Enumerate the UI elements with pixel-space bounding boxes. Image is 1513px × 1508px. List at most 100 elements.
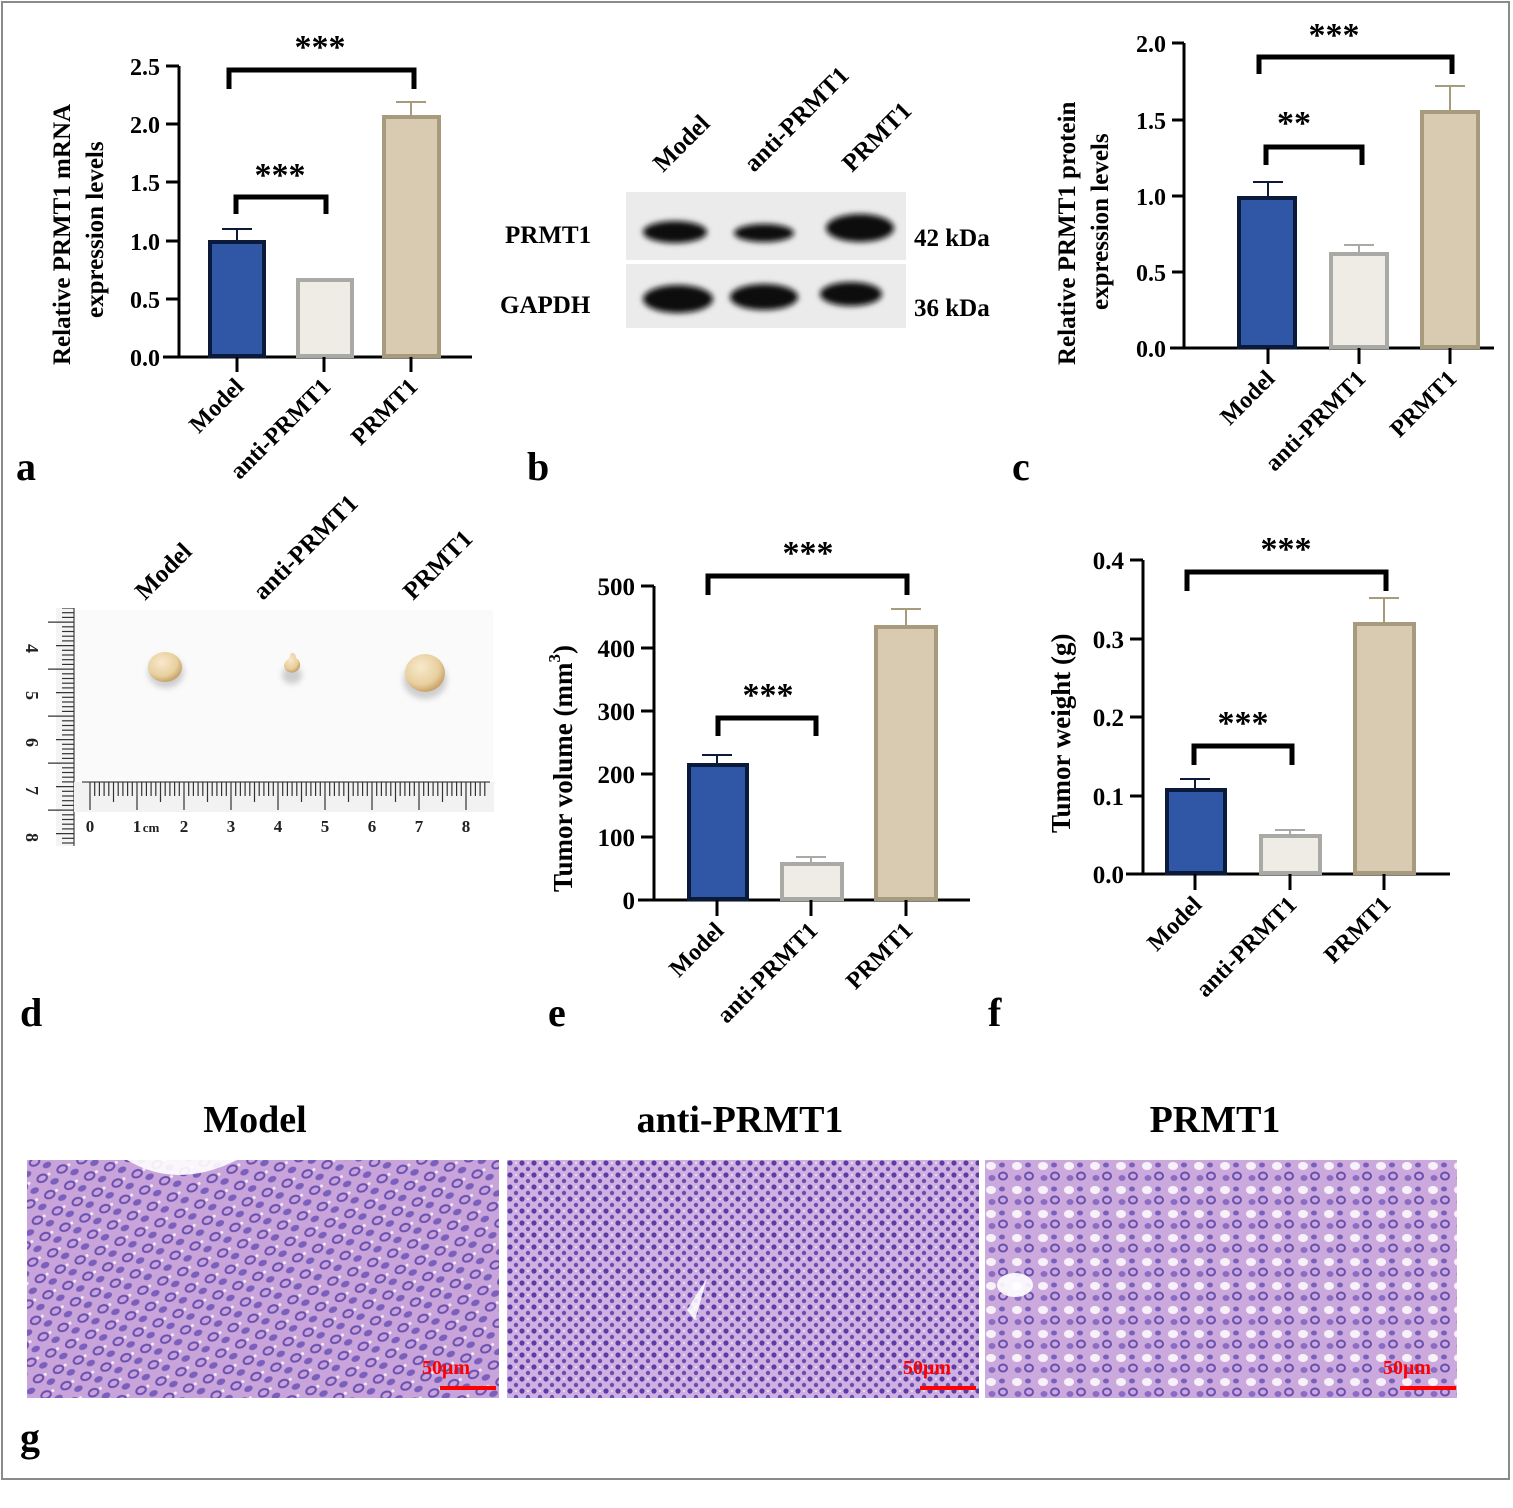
tumor-anti-prmt1: [284, 652, 301, 673]
panel-letter-g: g: [20, 1415, 40, 1460]
svg-text:0.4: 0.4: [1093, 548, 1125, 575]
svg-text:6: 6: [22, 738, 42, 747]
significance-brackets-c: [1256, 54, 1455, 165]
svg-text:0.1: 0.1: [1093, 784, 1124, 811]
sig-label-a-2: ***: [295, 29, 346, 66]
svg-text:7: 7: [415, 817, 424, 836]
svg-text:500: 500: [598, 574, 636, 601]
svg-text:4: 4: [22, 644, 42, 653]
x-labels-c: Model anti-PRMT1 PRMT1: [1216, 366, 1463, 477]
y-axis-label-a: Relative PRMT1 mRNA expression levels: [49, 104, 109, 365]
svg-text:2.0: 2.0: [1136, 32, 1166, 58]
y-ticks-a: 0.0 0.5 1.0 1.5 2.0 2.5: [130, 55, 179, 372]
bar-anti-prmt1-f: [1259, 829, 1322, 875]
svg-text:3: 3: [227, 817, 236, 836]
chart-e: Tumor volume (mm3) 0 100 200 300 400 500…: [545, 535, 970, 1029]
svg-text:expression levels: expression levels: [1087, 133, 1114, 310]
scale-bar-label-anti-prmt1: 50μm: [903, 1357, 951, 1379]
svg-text:8: 8: [462, 817, 471, 836]
svg-text:2.5: 2.5: [130, 55, 160, 81]
panel-letter-c: c: [1012, 444, 1030, 489]
scale-bar-model: [440, 1386, 496, 1390]
y-ticks-f: 0.0 0.1 0.2 0.3 0.4: [1093, 548, 1143, 889]
scale-bar-prmt1: [1400, 1386, 1456, 1390]
bar-anti-prmt1-a: [296, 278, 354, 358]
bar-model-e: [687, 754, 749, 901]
blot-row-label-gapdh: GAPDH: [500, 292, 591, 319]
bar-anti-prmt1-c: [1329, 244, 1389, 349]
sig-label-f-1: ***: [1218, 705, 1269, 742]
svg-text:Model: Model: [1216, 366, 1281, 431]
svg-text:Relative PRMT1 mRNA: Relative PRMT1 mRNA: [49, 104, 76, 365]
svg-text:100: 100: [598, 825, 636, 852]
svg-text:Model: Model: [185, 374, 250, 439]
svg-text:cm: cm: [143, 820, 160, 835]
svg-text:200: 200: [598, 762, 636, 789]
svg-text:PRMT1: PRMT1: [841, 918, 918, 995]
he-title-anti-prmt1: anti-PRMT1: [636, 1099, 844, 1141]
svg-text:5: 5: [22, 691, 42, 700]
y-axis-label-f: Tumor weight (g): [1046, 633, 1076, 833]
svg-text:Tumor volume (mm3): Tumor volume (mm3): [545, 645, 578, 892]
scale-bar-label-prmt1: 50μm: [1383, 1357, 1431, 1379]
bar-anti-prmt1-e: [780, 856, 844, 901]
ruler-horizontal-numbers: 0 1 cm 2 3 4 5 6 7 8: [86, 817, 471, 836]
sig-label-f-2: ***: [1261, 531, 1312, 568]
sig-label-c-1: **: [1277, 105, 1311, 142]
x-labels-a: Model anti-PRMT1 PRMT1: [185, 374, 424, 485]
svg-text:1.5: 1.5: [1136, 109, 1166, 135]
sig-label-a-1: ***: [255, 157, 306, 194]
svg-text:expression levels: expression levels: [82, 141, 109, 318]
svg-text:PRMT1: PRMT1: [1319, 892, 1396, 969]
sig-label-e-2: ***: [783, 535, 834, 572]
he-image-anti-prmt1: [507, 1160, 979, 1398]
svg-text:0: 0: [86, 817, 95, 836]
he-image-prmt1: [985, 1160, 1457, 1398]
svg-text:0.0: 0.0: [1093, 862, 1124, 889]
bar-prmt1-c: [1420, 85, 1480, 349]
svg-text:anti-PRMT1: anti-PRMT1: [1191, 892, 1302, 1003]
x-labels-e: Model anti-PRMT1 PRMT1: [665, 918, 919, 1029]
chart-a: Relative PRMT1 mRNA expression levels 0.…: [49, 29, 472, 485]
svg-text:0.5: 0.5: [1136, 261, 1166, 287]
chart-c: Relative PRMT1 protein expression levels…: [1054, 17, 1494, 477]
svg-text:0.5: 0.5: [130, 288, 160, 314]
svg-text:0.0: 0.0: [130, 346, 160, 372]
svg-text:1.0: 1.0: [130, 230, 160, 256]
panel-letter-b: b: [527, 444, 550, 489]
y-axis-label-e: Tumor volume (mm3): [545, 645, 578, 892]
panel-letter-a: a: [16, 444, 36, 489]
bar-prmt1-e: [874, 608, 938, 901]
svg-text:300: 300: [598, 699, 636, 726]
svg-text:1: 1: [133, 817, 142, 836]
svg-text:1.5: 1.5: [130, 171, 160, 197]
svg-text:2.0: 2.0: [130, 113, 160, 139]
svg-text:5: 5: [321, 817, 330, 836]
svg-text:Model: Model: [1143, 892, 1208, 957]
x-labels-f: Model anti-PRMT1 PRMT1: [1143, 892, 1397, 1003]
svg-text:Model: Model: [665, 918, 730, 983]
svg-text:2: 2: [180, 817, 189, 836]
y-ticks-e: 0 100 200 300 400 500: [598, 574, 654, 915]
panel-letter-e: e: [548, 990, 566, 1035]
svg-text:Relative PRMT1 protein: Relative PRMT1 protein: [1054, 102, 1081, 365]
panel-letter-d: d: [20, 990, 43, 1035]
scale-bar-anti-prmt1: [920, 1386, 976, 1390]
svg-text:7: 7: [22, 786, 42, 795]
chart-f: Tumor weight (g) 0.0 0.1 0.2 0.3 0.4 ***…: [1046, 531, 1450, 1003]
y-axis-label-c: Relative PRMT1 protein expression levels: [1054, 102, 1114, 365]
significance-brackets-e: [705, 573, 910, 736]
svg-text:0.3: 0.3: [1093, 627, 1124, 654]
he-title-model: Model: [203, 1099, 307, 1141]
tumor-prmt1: [405, 654, 445, 692]
sig-label-e-1: ***: [743, 677, 794, 714]
ruler-vertical-numbers: 4 5 6 7 8: [22, 644, 42, 842]
svg-text:0.0: 0.0: [1136, 337, 1166, 363]
tumor-photo: 4 5 6 7 8 0 1 cm 2 3 4 5 6 7 8: [22, 608, 494, 846]
svg-text:Tumor weight (g): Tumor weight (g): [1046, 633, 1076, 833]
y-ticks-c: 0.0 0.5 1.0 1.5 2.0: [1136, 32, 1184, 363]
svg-text:0: 0: [623, 888, 636, 915]
panel-letter-f: f: [988, 990, 1002, 1035]
he-title-prmt1: PRMT1: [1149, 1099, 1281, 1141]
bar-prmt1-a: [382, 101, 441, 358]
